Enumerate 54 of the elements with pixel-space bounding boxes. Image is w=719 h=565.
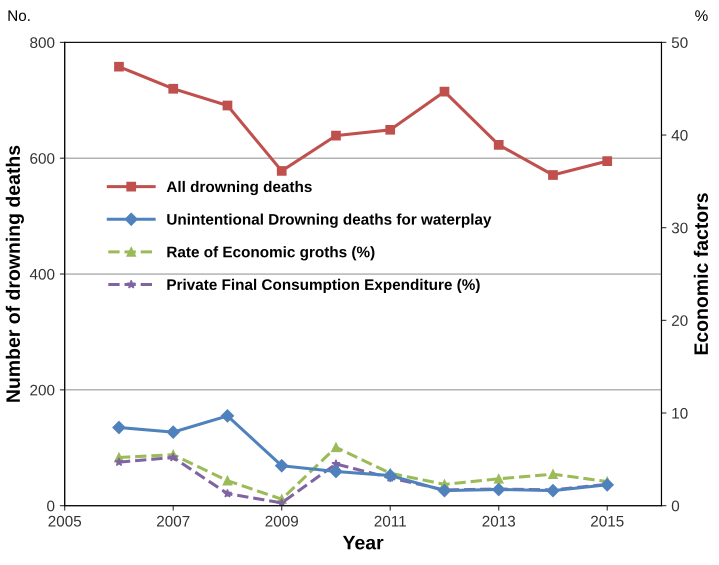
point [546,484,560,498]
legend-label: All drowning deaths [166,180,312,196]
point [114,62,124,72]
y-tick-label: 0 [47,500,54,512]
point [440,86,450,96]
point [384,468,397,482]
text: % [695,10,708,21]
y2-axis-title: Economic factors [694,193,708,354]
text: No. [8,10,30,22]
point [385,124,396,135]
y2-tick-label: 50 [672,37,688,48]
point [168,84,178,94]
legend-label: Unintentional Drowning deaths for waterplay [167,214,492,228]
point [494,140,504,150]
point [329,464,343,478]
y-axis-title: Number of drowning deaths [6,146,24,402]
y-tick-label: 200 [30,384,54,396]
y-tick-label: 800 [30,37,54,48]
point [112,420,126,434]
x-tick-label: 2007 [156,516,190,527]
y-tick-label: 400 [30,268,54,280]
x-axis-title: Year [342,536,384,550]
point [331,130,341,140]
point [492,482,506,496]
y2-tick-label: 40 [672,130,688,141]
x-tick-label: 2013 [482,516,516,527]
point [222,488,232,498]
point [166,426,180,439]
point [331,442,341,452]
legend-label: Rate of Economic groths (%) [167,246,374,260]
point [600,478,614,492]
point [602,156,612,166]
y2-tick-label: 0 [672,500,680,512]
point [222,476,232,486]
point [277,498,286,506]
x-tick-label: 2005 [48,516,82,527]
y-tick-label: 600 [30,153,54,164]
point [438,484,452,498]
y2-tick-label: 30 [672,222,688,234]
y2-tick-label: 10 [672,408,688,419]
x-tick-label: 2009 [265,516,298,527]
point [168,452,178,462]
point [220,409,234,422]
x-tick-label: 2011 [374,516,406,527]
point [494,474,504,484]
point [275,459,288,472]
point [548,469,558,480]
point [548,170,558,180]
legend-label: Private Final Consumption Expenditure (%) [167,278,480,294]
point [276,166,287,176]
point [114,457,124,466]
point [222,100,232,110]
y2-tick-label: 20 [672,315,688,326]
x-tick-label: 2015 [591,516,624,527]
